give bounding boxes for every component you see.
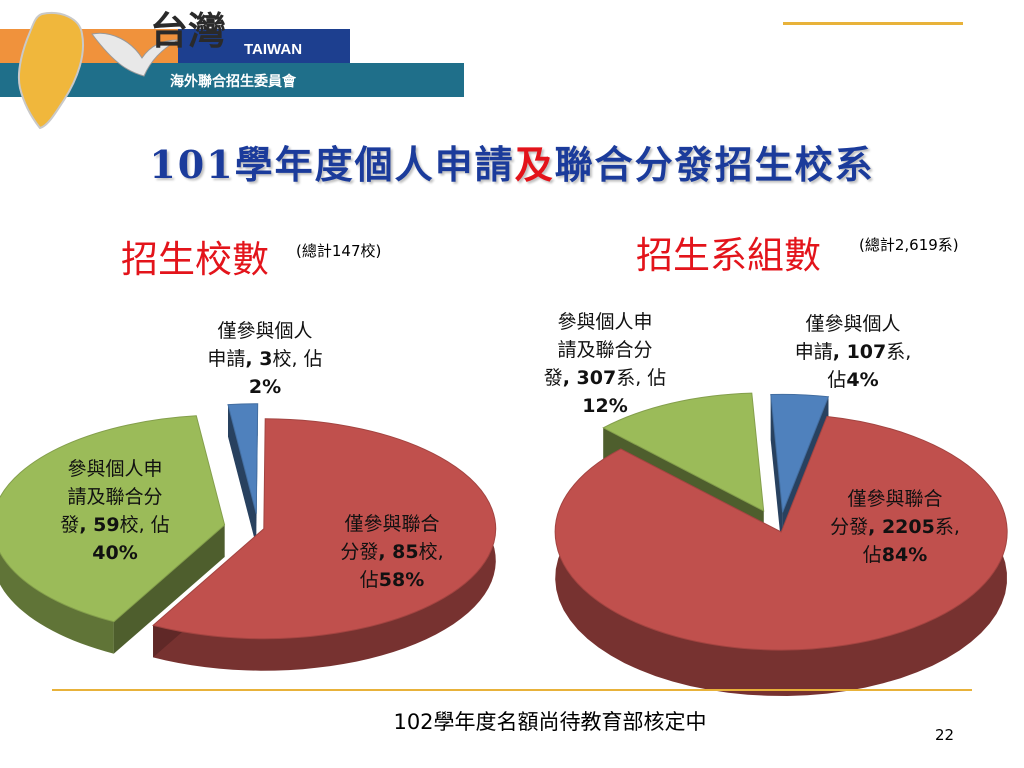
brand-en: TAIWAN — [244, 41, 302, 58]
left-label-green: 參與個人申 請及聯合分 發, 59校, 佔 40% — [60, 458, 170, 564]
pie-1-wall-2-0 — [113, 524, 225, 654]
brand-script: 台灣 — [150, 8, 226, 53]
taiwan-map-icon — [18, 12, 84, 130]
pie-2-wall-0-0 — [770, 394, 783, 559]
right-chart-title: 招生系組數 — [636, 234, 821, 277]
left-label-blue: 僅參與個人 申請, 3校, 佔 2% — [207, 320, 323, 398]
footnote: 102學年度名額尚待教育部核定中 — [393, 710, 707, 734]
pie-2-slice-2 — [602, 392, 765, 512]
pie-1-side-1 — [153, 418, 496, 671]
org-name: 海外聯合招生委員會 — [170, 73, 297, 90]
right-label-green: 參與個人申 請及聯合分 發, 307系, 佔 12% — [543, 311, 667, 417]
top-rule — [783, 22, 963, 25]
right-chart-subtitle: (總計2,619系) — [859, 236, 959, 254]
pie-1-wall-0-0 — [227, 404, 257, 546]
page-title: 101學年度個人申請及聯合分發招生校系 — [149, 142, 875, 187]
left-label-red: 僅參與聯合 分發, 85校, 佔58% — [340, 513, 444, 591]
left-chart-title: 招生校數 — [121, 238, 269, 281]
pie-1-slice-1 — [152, 418, 497, 640]
pie-chart-1 — [0, 403, 497, 671]
page-number: 22 — [935, 726, 955, 744]
bottom-rule — [52, 689, 972, 691]
pie-1-slice-0 — [227, 403, 259, 514]
pie-2-slice-1 — [554, 415, 1008, 651]
right-label-red: 僅參與聯合 分發, 2205系, 佔84% — [830, 488, 960, 566]
right-label-blue: 僅參與個人 申請, 107系, 佔4% — [794, 313, 912, 391]
pie-2-slice-0 — [770, 393, 830, 513]
pie-1-slice-2 — [0, 415, 226, 623]
left-chart-subtitle: (總計147校) — [296, 242, 382, 260]
pie-chart-2 — [554, 392, 1008, 696]
committee-logo: 台灣 TAIWAN 海外聯合招生委員會 — [0, 8, 464, 130]
bird-icon — [91, 32, 180, 77]
